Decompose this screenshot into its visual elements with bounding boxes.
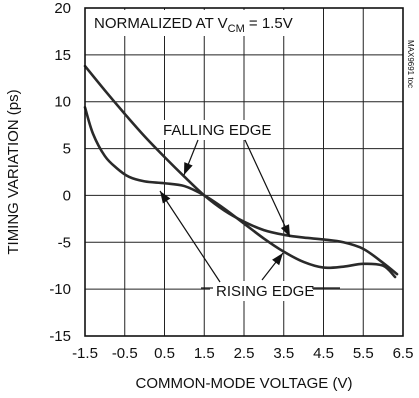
x-tick-label: 6.5 xyxy=(393,345,414,362)
rising-edge-label-background xyxy=(210,281,313,301)
y-tick-label: 10 xyxy=(54,94,71,111)
falling-edge-arrow-right xyxy=(244,139,291,238)
arrow-head xyxy=(160,191,171,204)
y-axis-title: TIMING VARIATION (ps) xyxy=(5,89,22,254)
series-layer xyxy=(83,64,399,279)
y-tick-label: -15 xyxy=(49,328,71,345)
rising-edge-line xyxy=(83,106,397,279)
rising-edge-arrow-left xyxy=(159,190,221,283)
falling-edge-label: FALLING EDGE xyxy=(163,122,271,139)
arrow-shaft xyxy=(244,139,291,238)
arrow-head xyxy=(184,162,193,175)
x-tick-label: 5.5 xyxy=(353,345,374,362)
plot-border xyxy=(84,7,404,337)
annotation-arrows xyxy=(159,139,340,289)
y-tick-label: -10 xyxy=(49,281,71,298)
normalization-note-prefix: NORMALIZED AT V xyxy=(94,15,228,32)
arrow-shaft xyxy=(159,190,221,283)
y-tick-label: -5 xyxy=(58,234,71,251)
x-tick-label: 1.5 xyxy=(194,345,215,362)
x-axis-title: COMMON-MODE VOLTAGE (V) xyxy=(136,375,353,392)
falling-edge-line xyxy=(83,64,399,276)
y-tick-label: 15 xyxy=(54,47,71,64)
x-tick-label: -1.5 xyxy=(72,345,98,362)
x-tick-label: 0.5 xyxy=(154,345,175,362)
rising-edge-arrow-right xyxy=(261,252,284,281)
x-tick-label: -0.5 xyxy=(112,345,138,362)
y-tick-label: 20 xyxy=(54,0,71,17)
x-tick-label: 3.5 xyxy=(273,345,294,362)
plot-frame xyxy=(84,7,404,337)
x-tick-label: 2.5 xyxy=(234,345,255,362)
normalization-note: NORMALIZED AT VCM = 1.5V xyxy=(94,15,293,35)
normalization-note-suffix: = 1.5V xyxy=(245,15,293,32)
grid xyxy=(85,8,403,336)
rising-edge-label: RISING EDGE xyxy=(216,283,314,300)
x-tick-label: 4.5 xyxy=(313,345,334,362)
y-tick-label: 5 xyxy=(63,141,71,158)
falling-edge-label-background xyxy=(159,120,272,140)
arrow-head xyxy=(280,224,290,237)
arrow-head xyxy=(272,253,283,266)
falling-edge-arrow-left xyxy=(183,139,199,176)
chart-side-code: MAX9691 toc xyxy=(406,40,415,88)
normalization-note-background xyxy=(88,10,294,36)
x-axis-tick-labels: -1.5 -0.5 0.5 1.5 2.5 3.5 4.5 5.5 6.5 xyxy=(72,345,413,362)
y-tick-label: 0 xyxy=(63,187,71,204)
normalization-note-subscript: CM xyxy=(228,23,245,35)
y-axis-tick-labels: 20 15 10 5 0 -5 -10 -15 xyxy=(49,0,71,345)
